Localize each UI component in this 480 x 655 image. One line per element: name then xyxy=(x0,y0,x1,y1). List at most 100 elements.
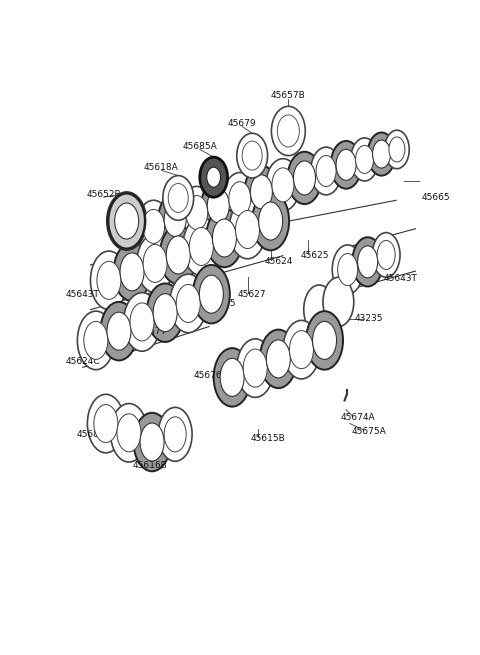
Ellipse shape xyxy=(384,130,409,169)
Ellipse shape xyxy=(199,275,223,313)
Ellipse shape xyxy=(180,187,214,239)
Text: 45624C: 45624C xyxy=(65,358,100,366)
Ellipse shape xyxy=(114,242,151,301)
Ellipse shape xyxy=(332,245,363,294)
Ellipse shape xyxy=(143,244,167,282)
Ellipse shape xyxy=(244,166,278,218)
Text: 45681: 45681 xyxy=(76,430,105,439)
Ellipse shape xyxy=(223,172,257,225)
Ellipse shape xyxy=(377,240,395,269)
Ellipse shape xyxy=(237,339,274,398)
Ellipse shape xyxy=(213,219,237,257)
Ellipse shape xyxy=(311,147,341,195)
Ellipse shape xyxy=(312,322,336,360)
Text: 45652B: 45652B xyxy=(86,189,121,198)
Ellipse shape xyxy=(229,181,251,215)
Ellipse shape xyxy=(164,417,186,452)
Ellipse shape xyxy=(272,168,294,202)
Text: 45618A: 45618A xyxy=(144,162,179,172)
Ellipse shape xyxy=(183,217,220,276)
Ellipse shape xyxy=(352,237,383,286)
Ellipse shape xyxy=(133,413,170,472)
Text: 45643T: 45643T xyxy=(383,274,417,284)
Ellipse shape xyxy=(158,407,192,461)
Ellipse shape xyxy=(206,209,243,267)
Ellipse shape xyxy=(143,210,165,244)
Text: 45675A: 45675A xyxy=(352,427,386,436)
Ellipse shape xyxy=(166,236,190,274)
Ellipse shape xyxy=(189,227,213,265)
Text: 43235: 43235 xyxy=(355,314,384,324)
Ellipse shape xyxy=(97,261,121,299)
Ellipse shape xyxy=(277,115,300,147)
Ellipse shape xyxy=(351,138,378,181)
Text: 45624: 45624 xyxy=(264,257,292,267)
Ellipse shape xyxy=(259,202,283,240)
Ellipse shape xyxy=(120,253,144,291)
Ellipse shape xyxy=(356,145,373,174)
Ellipse shape xyxy=(160,226,197,284)
Ellipse shape xyxy=(164,202,186,236)
Ellipse shape xyxy=(137,200,170,253)
Ellipse shape xyxy=(293,161,315,195)
Ellipse shape xyxy=(117,414,141,452)
Ellipse shape xyxy=(372,233,400,277)
Text: 45625: 45625 xyxy=(207,299,236,308)
Text: 45657B: 45657B xyxy=(271,91,306,100)
Ellipse shape xyxy=(84,322,108,360)
Text: 45674A: 45674A xyxy=(340,413,375,422)
Ellipse shape xyxy=(283,320,320,379)
Text: 45615B: 45615B xyxy=(250,434,285,443)
Ellipse shape xyxy=(107,312,131,350)
Text: 45667T: 45667T xyxy=(133,327,167,335)
Ellipse shape xyxy=(251,175,273,209)
Ellipse shape xyxy=(358,246,378,278)
Ellipse shape xyxy=(306,311,343,369)
Ellipse shape xyxy=(260,329,297,388)
Ellipse shape xyxy=(337,253,358,286)
Ellipse shape xyxy=(200,157,228,197)
Ellipse shape xyxy=(214,348,251,407)
Ellipse shape xyxy=(201,179,235,232)
Text: 45627: 45627 xyxy=(238,290,266,299)
Text: 45665: 45665 xyxy=(421,193,450,202)
Ellipse shape xyxy=(252,192,289,250)
Text: 45676A: 45676A xyxy=(194,371,229,379)
Ellipse shape xyxy=(331,141,361,189)
Ellipse shape xyxy=(220,358,244,396)
Ellipse shape xyxy=(153,293,177,331)
Text: 45631C: 45631C xyxy=(190,261,225,269)
Ellipse shape xyxy=(176,284,200,322)
Ellipse shape xyxy=(186,196,208,230)
Text: 45617: 45617 xyxy=(276,347,305,356)
Ellipse shape xyxy=(158,193,192,246)
Ellipse shape xyxy=(207,189,229,223)
Ellipse shape xyxy=(87,394,124,453)
Ellipse shape xyxy=(100,302,137,360)
Ellipse shape xyxy=(77,311,114,369)
Ellipse shape xyxy=(271,106,305,156)
Ellipse shape xyxy=(372,140,391,168)
Ellipse shape xyxy=(237,133,267,178)
Ellipse shape xyxy=(115,203,139,239)
Text: 45679: 45679 xyxy=(228,119,256,128)
Ellipse shape xyxy=(163,176,193,220)
Ellipse shape xyxy=(368,132,396,176)
Ellipse shape xyxy=(123,293,160,351)
Ellipse shape xyxy=(137,234,174,293)
Ellipse shape xyxy=(266,340,290,378)
Text: 45685A: 45685A xyxy=(182,142,217,151)
Ellipse shape xyxy=(288,152,322,204)
Ellipse shape xyxy=(316,155,336,187)
Ellipse shape xyxy=(147,284,184,342)
Ellipse shape xyxy=(242,141,262,170)
Ellipse shape xyxy=(323,277,354,327)
Ellipse shape xyxy=(207,167,221,187)
Ellipse shape xyxy=(90,251,127,310)
Ellipse shape xyxy=(229,200,266,259)
Ellipse shape xyxy=(140,423,164,461)
Ellipse shape xyxy=(336,149,356,180)
Ellipse shape xyxy=(193,265,230,324)
Text: 45643T: 45643T xyxy=(66,290,100,299)
Ellipse shape xyxy=(170,274,207,333)
